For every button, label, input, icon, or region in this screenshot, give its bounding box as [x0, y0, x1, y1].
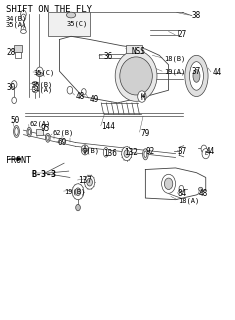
Text: 79: 79 — [141, 129, 150, 138]
Text: NSS: NSS — [131, 47, 145, 56]
Text: E: E — [204, 151, 207, 156]
Circle shape — [82, 89, 86, 95]
Circle shape — [85, 175, 95, 189]
Text: 48: 48 — [199, 189, 208, 198]
Ellipse shape — [189, 62, 204, 90]
Ellipse shape — [67, 12, 76, 18]
Ellipse shape — [32, 82, 38, 85]
Ellipse shape — [84, 145, 86, 154]
Ellipse shape — [14, 125, 19, 138]
Text: FRONT: FRONT — [6, 156, 31, 165]
Text: 44: 44 — [213, 68, 222, 77]
Text: 9(B): 9(B) — [83, 148, 100, 154]
Ellipse shape — [36, 72, 43, 76]
Text: 35(C): 35(C) — [34, 69, 55, 76]
Ellipse shape — [115, 51, 157, 101]
Circle shape — [162, 174, 176, 193]
Text: 34(A): 34(A) — [31, 87, 53, 93]
Text: 37: 37 — [192, 67, 201, 76]
Text: 44: 44 — [206, 147, 215, 156]
Text: H: H — [140, 94, 144, 99]
Bar — [126, 45, 142, 53]
Text: 62(A): 62(A) — [29, 120, 51, 127]
Text: 137: 137 — [78, 176, 92, 185]
Circle shape — [122, 147, 132, 161]
Bar — [48, 12, 90, 36]
Circle shape — [12, 97, 16, 104]
Text: 136: 136 — [104, 149, 118, 158]
Text: 28: 28 — [6, 48, 15, 57]
Circle shape — [202, 148, 209, 159]
Ellipse shape — [185, 55, 208, 97]
Circle shape — [164, 178, 173, 189]
Text: 95: 95 — [41, 124, 50, 133]
Circle shape — [21, 26, 26, 32]
Text: 19(B): 19(B) — [64, 188, 85, 195]
Circle shape — [21, 14, 26, 20]
Circle shape — [138, 91, 146, 102]
Bar — [36, 129, 43, 135]
Circle shape — [201, 145, 207, 153]
Circle shape — [81, 145, 89, 155]
Bar — [15, 52, 21, 58]
Text: 92: 92 — [145, 147, 155, 156]
Text: 19(A): 19(A) — [164, 68, 185, 75]
Ellipse shape — [144, 151, 147, 157]
Text: 48: 48 — [76, 92, 85, 101]
Circle shape — [32, 85, 38, 93]
Text: H: H — [141, 93, 145, 102]
Circle shape — [67, 86, 73, 94]
Text: 132: 132 — [125, 148, 138, 156]
Ellipse shape — [120, 57, 152, 95]
Text: 18(A): 18(A) — [178, 197, 199, 204]
Text: 38: 38 — [192, 11, 201, 20]
Ellipse shape — [193, 69, 200, 82]
Ellipse shape — [20, 30, 26, 33]
Text: 30: 30 — [6, 83, 15, 92]
Text: 36: 36 — [104, 52, 113, 61]
Text: 27: 27 — [178, 30, 187, 39]
Text: 35(C): 35(C) — [67, 20, 88, 27]
Text: 50: 50 — [11, 116, 20, 125]
Circle shape — [87, 178, 92, 186]
Text: B-3-3: B-3-3 — [31, 170, 57, 179]
Ellipse shape — [82, 148, 88, 151]
Text: 37: 37 — [178, 147, 187, 156]
Ellipse shape — [103, 148, 108, 157]
Text: 62(B): 62(B) — [52, 130, 74, 136]
Ellipse shape — [28, 129, 30, 135]
Circle shape — [76, 204, 80, 211]
Text: 35(B): 35(B) — [31, 81, 53, 88]
Circle shape — [36, 67, 43, 76]
Text: 144: 144 — [101, 122, 115, 131]
Circle shape — [179, 185, 184, 192]
Text: 18(B): 18(B) — [164, 55, 185, 62]
Circle shape — [124, 150, 129, 157]
Ellipse shape — [15, 127, 18, 135]
Ellipse shape — [47, 135, 49, 140]
Bar — [14, 45, 22, 52]
Text: 35(A): 35(A) — [6, 22, 27, 28]
Circle shape — [21, 10, 26, 18]
Text: 34(B): 34(B) — [6, 16, 27, 22]
Ellipse shape — [27, 127, 31, 137]
Circle shape — [11, 81, 17, 88]
Circle shape — [72, 184, 84, 200]
Ellipse shape — [199, 187, 203, 191]
Text: 69: 69 — [57, 138, 66, 147]
Text: SHIFT ON THE FLY: SHIFT ON THE FLY — [6, 5, 92, 14]
Circle shape — [75, 188, 81, 196]
Ellipse shape — [143, 149, 148, 160]
Text: 49: 49 — [90, 95, 99, 104]
Text: 84: 84 — [178, 189, 187, 198]
Ellipse shape — [46, 133, 50, 142]
